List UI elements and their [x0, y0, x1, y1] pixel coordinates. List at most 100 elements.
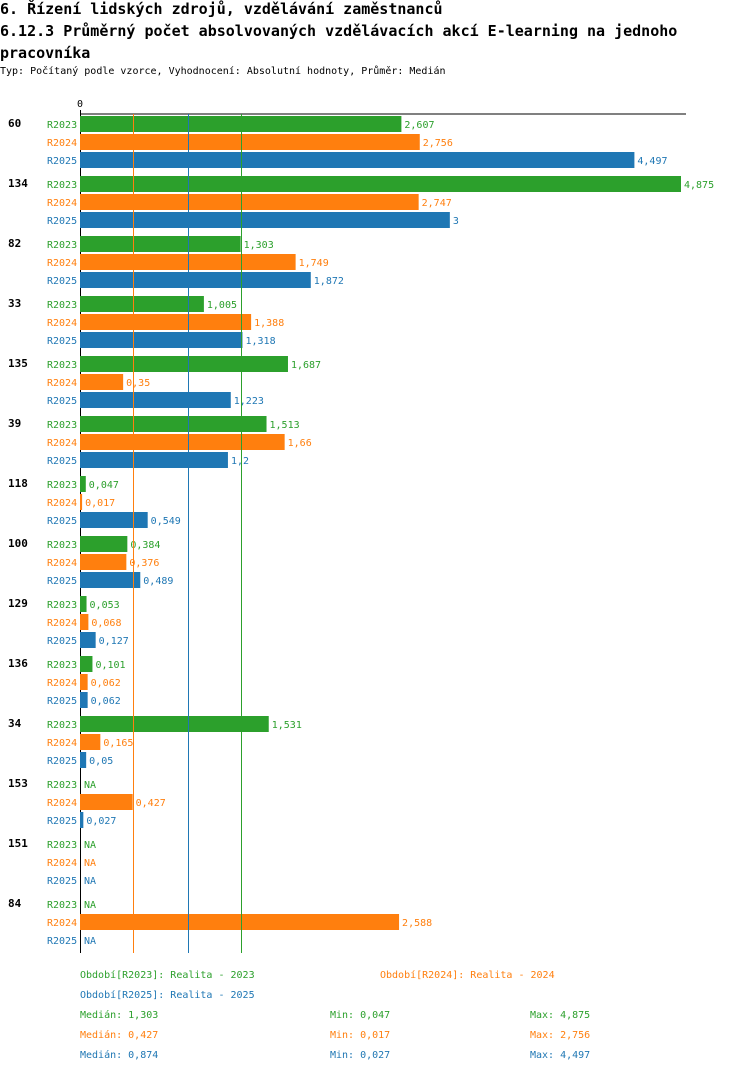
series-label: R2025 [47, 936, 77, 947]
group-label: 34 [8, 717, 22, 730]
series-label: R2024 [47, 378, 77, 389]
series-label: R2024 [47, 138, 77, 149]
data-label: 1,005 [207, 300, 237, 311]
data-label: 0,127 [99, 636, 129, 647]
series-label: R2025 [47, 276, 77, 287]
data-label: NA [84, 858, 96, 869]
series-label: R2023 [47, 900, 77, 911]
series-label: R2024 [47, 498, 77, 509]
bar [80, 536, 128, 552]
data-label: 1,2 [231, 456, 249, 467]
stat-median-r2023: Medián: 1,303 [80, 1010, 159, 1021]
group-label: 134 [8, 177, 28, 190]
bar [80, 554, 127, 570]
section-title: 6. Řízení lidských zdrojů, vzdělávání za… [0, 0, 443, 18]
series-label: R2024 [47, 798, 77, 809]
bar [80, 374, 124, 390]
bar [80, 794, 133, 810]
data-label: 0,05 [89, 756, 113, 767]
stat-min-r2025: Min: 0,027 [330, 1050, 391, 1061]
data-label: 1,223 [234, 396, 264, 407]
data-label: 0,062 [91, 696, 121, 707]
group-label: 136 [8, 657, 28, 670]
series-label: R2024 [47, 858, 77, 869]
series-label: R2023 [47, 360, 77, 371]
series-label: R2023 [47, 660, 77, 671]
bar [80, 416, 267, 432]
series-label: R2025 [47, 876, 77, 887]
bar [80, 572, 141, 588]
data-label: 1,513 [270, 420, 300, 431]
data-label: 0,376 [129, 558, 159, 569]
group-label: 82 [8, 237, 21, 250]
series-label: R2023 [47, 840, 77, 851]
bar [80, 272, 311, 288]
chart-meta: Typ: Počítaný podle vzorce, Vyhodnocení:… [0, 66, 446, 77]
group-label: 153 [8, 777, 28, 790]
stat-max-r2024: Max: 2,756 [530, 1030, 591, 1041]
group-label: 135 [8, 357, 28, 370]
stat-median-r2025: Medián: 0,874 [80, 1050, 159, 1061]
data-label: 0,35 [126, 378, 150, 389]
series-label: R2025 [47, 156, 77, 167]
data-label: 2,588 [402, 918, 432, 929]
data-label: 1,318 [245, 336, 275, 347]
bar [80, 614, 89, 630]
data-label: 1,749 [299, 258, 329, 269]
series-label: R2023 [47, 120, 77, 131]
series-label: R2025 [47, 516, 77, 527]
data-label: 4,497 [637, 156, 667, 167]
bar [80, 632, 96, 648]
series-label: R2023 [47, 300, 77, 311]
bar [80, 674, 88, 690]
stat-min-r2024: Min: 0,017 [330, 1030, 391, 1041]
bar [80, 692, 88, 708]
series-label: R2025 [47, 636, 77, 647]
series-label: R2025 [47, 336, 77, 347]
series-label: R2025 [47, 576, 77, 587]
bar [80, 656, 93, 672]
series-label: R2025 [47, 756, 77, 767]
bar [80, 176, 681, 192]
group-label: 129 [8, 597, 28, 610]
bar-chart: 0 60 R2023 2,607 R2024 2,756 R2025 4,497 134 R202… [8, 99, 714, 953]
data-label: 1,66 [288, 438, 312, 449]
stat-max-r2025: Max: 4,497 [530, 1050, 591, 1061]
data-label: 0,165 [103, 738, 133, 749]
bar [80, 512, 148, 528]
series-label: R2024 [47, 918, 77, 929]
group-label: 60 [8, 117, 21, 130]
series-label: R2023 [47, 600, 77, 611]
data-label: 0,101 [95, 660, 125, 671]
data-label: 0,062 [91, 678, 121, 689]
series-label: R2024 [47, 678, 77, 689]
data-label: 0,427 [136, 798, 166, 809]
series-label: R2024 [47, 558, 77, 569]
group-label: 118 [8, 477, 28, 490]
group-label: 33 [8, 297, 21, 310]
bar [80, 296, 204, 312]
series-label: R2024 [47, 198, 77, 209]
bar [80, 452, 228, 468]
data-label: 0,027 [86, 816, 116, 827]
data-label: 2,756 [423, 138, 453, 149]
legend-r2025: Období[R2025]: Realita - 2025 [80, 990, 255, 1001]
data-label: 2,607 [404, 120, 434, 131]
group-label: 151 [8, 837, 28, 850]
bar [80, 194, 419, 210]
bar [80, 134, 420, 150]
data-label: NA [84, 936, 96, 947]
data-label: 0,384 [130, 540, 160, 551]
stat-max-r2023: Max: 4,875 [530, 1010, 591, 1021]
data-label: 1,872 [314, 276, 344, 287]
series-label: R2024 [47, 618, 77, 629]
data-label: 2,747 [422, 198, 452, 209]
bar [80, 914, 400, 930]
bar [80, 236, 241, 252]
bar [80, 152, 635, 168]
series-label: R2023 [47, 480, 77, 491]
bar [80, 716, 269, 732]
group-label: 100 [8, 537, 28, 550]
series-label: R2024 [47, 438, 77, 449]
series-label: R2025 [47, 456, 77, 467]
